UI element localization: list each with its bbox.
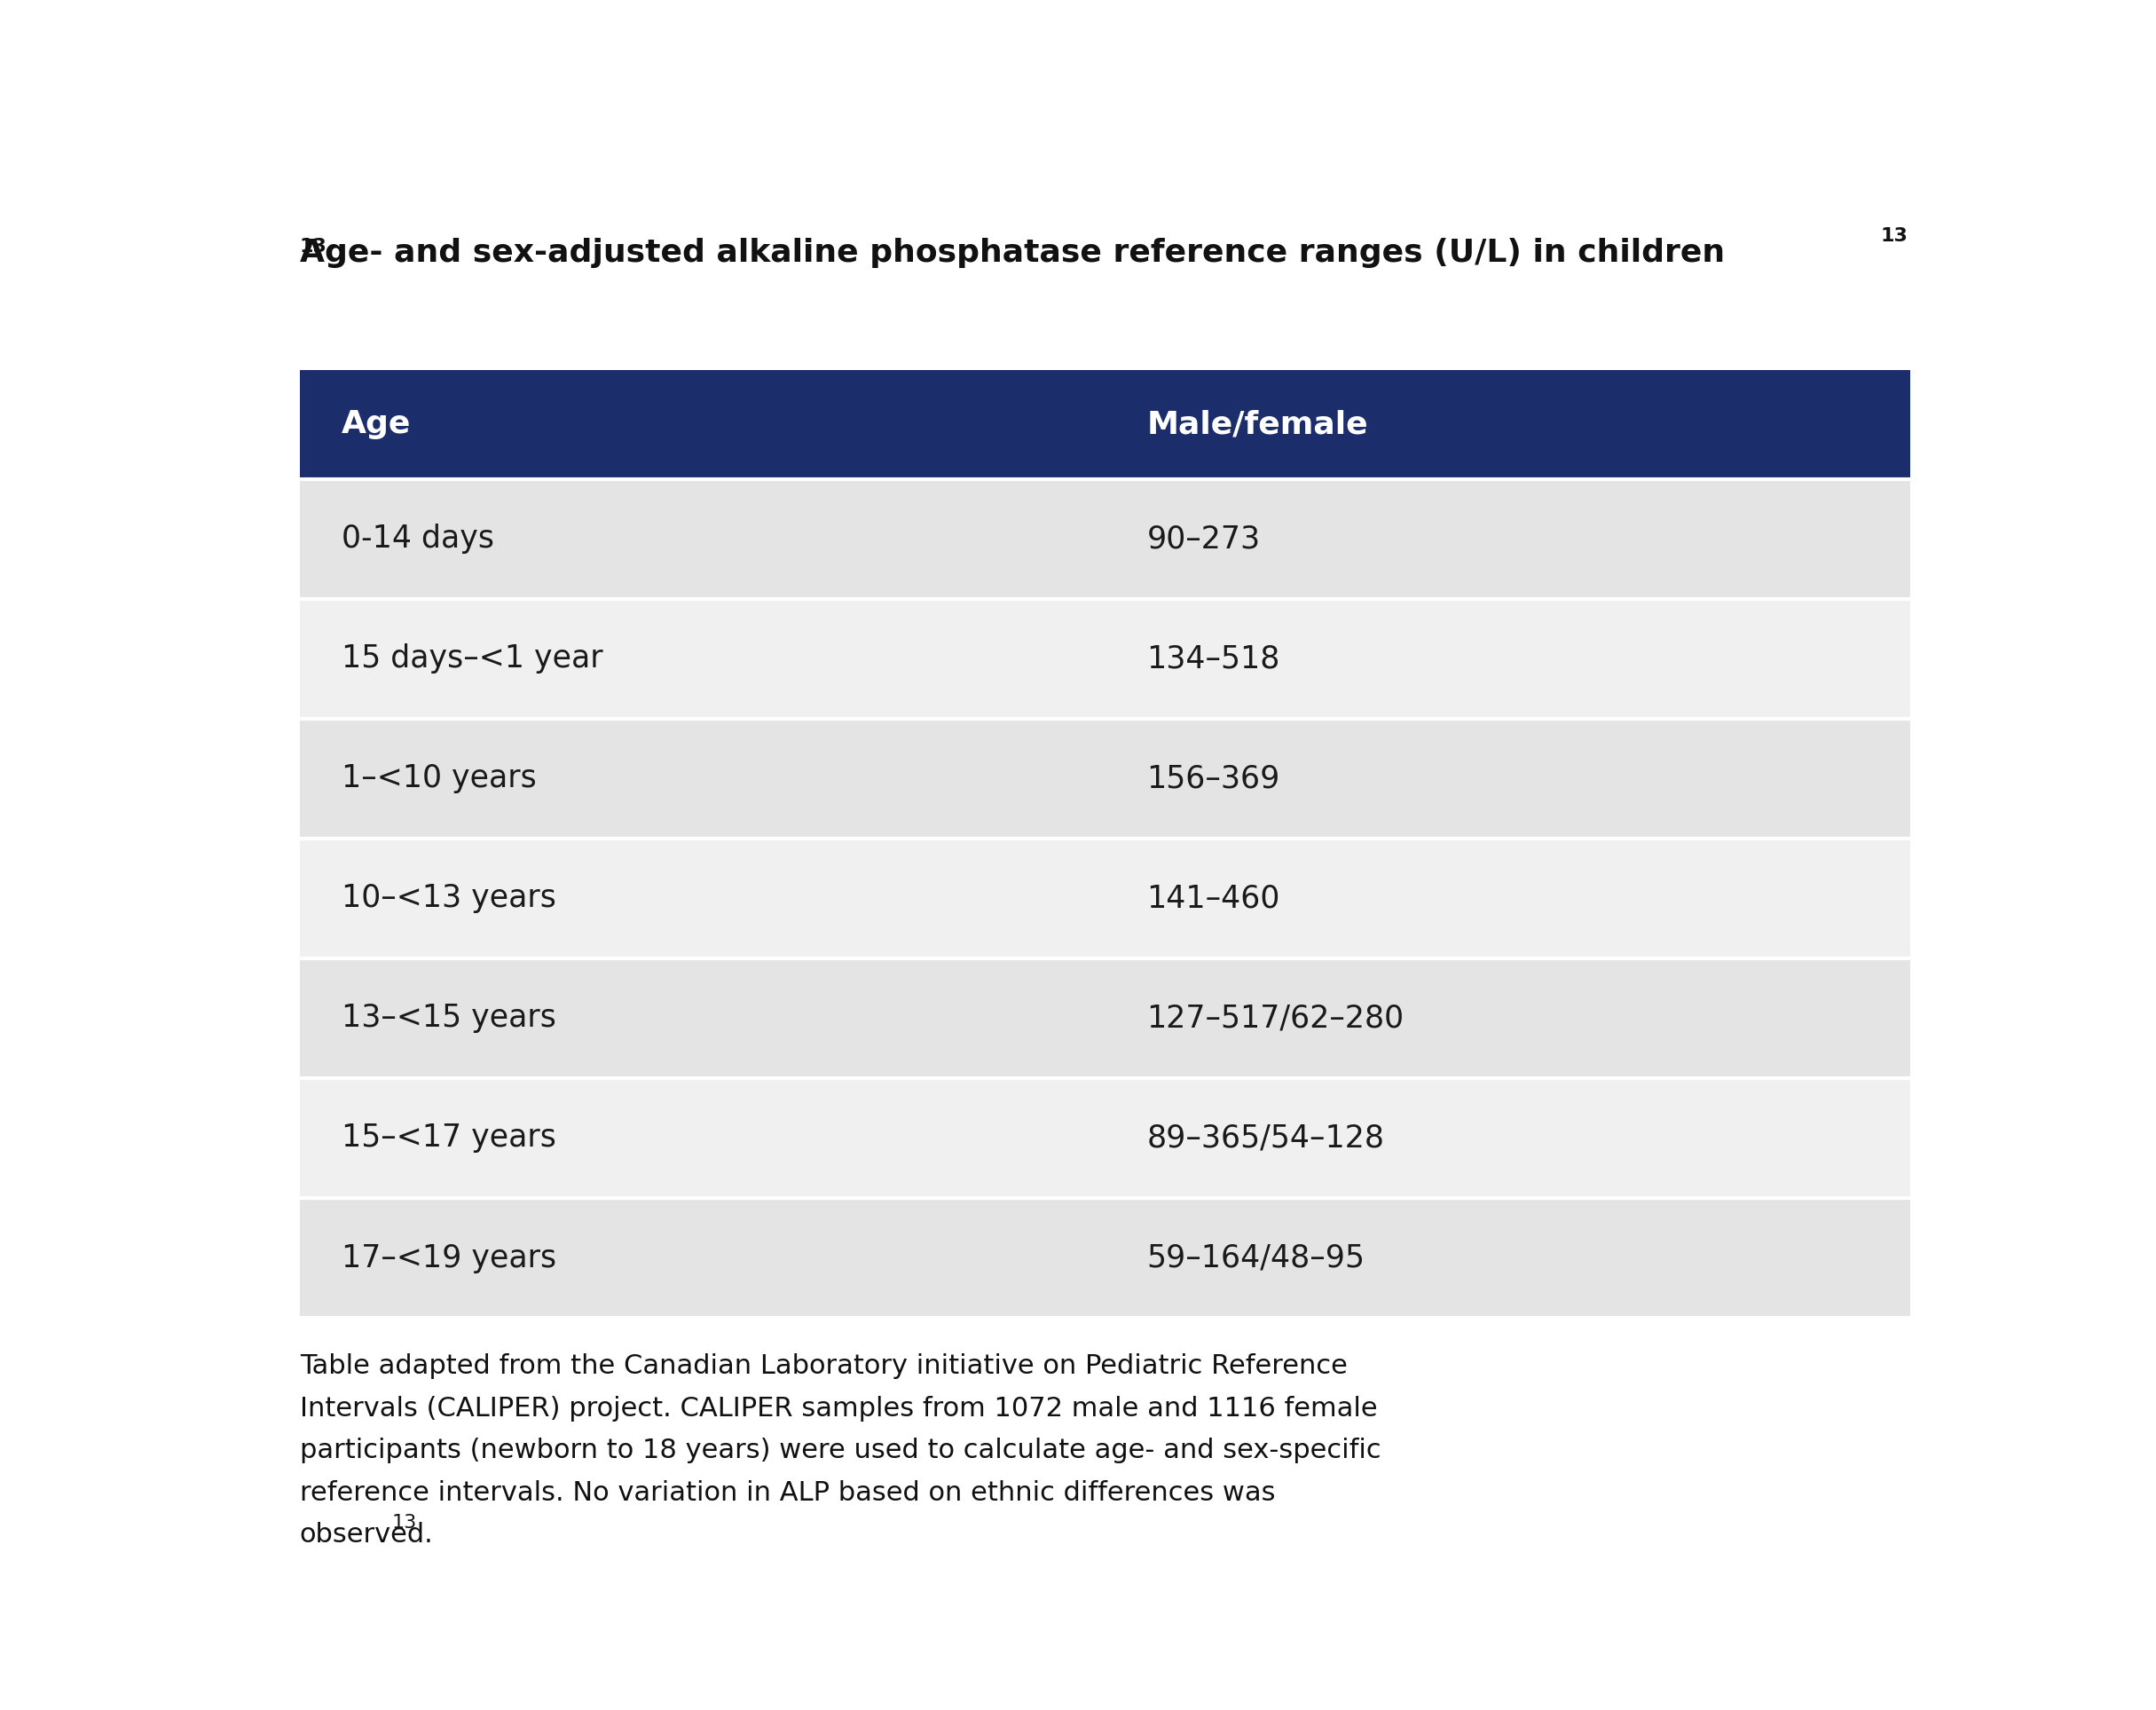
Text: 134–518: 134–518 (1147, 643, 1281, 674)
Text: 89–365/54–128: 89–365/54–128 (1147, 1123, 1384, 1153)
Text: reference intervals. No variation in ALP based on ethnic differences was: reference intervals. No variation in ALP… (300, 1479, 1274, 1505)
Text: 156–369: 156–369 (1147, 763, 1281, 793)
Text: 15 days–<1 year: 15 days–<1 year (341, 643, 604, 674)
Text: 15–<17 years: 15–<17 years (341, 1123, 556, 1153)
Text: 13–<15 years: 13–<15 years (341, 1004, 556, 1033)
Text: 127–517/62–280: 127–517/62–280 (1147, 1004, 1404, 1033)
Text: participants (newborn to 18 years) were used to calculate age- and sex-specific: participants (newborn to 18 years) were … (300, 1438, 1380, 1464)
Text: 59–164/48–95: 59–164/48–95 (1147, 1243, 1365, 1272)
Text: 17–<19 years: 17–<19 years (341, 1243, 556, 1272)
Text: 1–<10 years: 1–<10 years (341, 763, 537, 793)
Bar (300, 838, 1910, 958)
Text: Age- and sex-adjusted alkaline phosphatase reference ranges (U/L) in children: Age- and sex-adjusted alkaline phosphata… (300, 238, 1725, 268)
Bar (300, 479, 1910, 598)
Text: Male/female: Male/female (1147, 409, 1369, 439)
Text: 0-14 days: 0-14 days (341, 523, 494, 554)
Bar (300, 1077, 1910, 1199)
Text: 10–<13 years: 10–<13 years (341, 884, 556, 913)
Bar (300, 958, 1910, 1077)
Text: 13: 13 (392, 1513, 416, 1532)
Text: Age: Age (341, 409, 412, 439)
Text: 90–273: 90–273 (1147, 523, 1261, 554)
Bar (300, 598, 1910, 718)
Text: Table adapted from the Canadian Laboratory initiative on Pediatric Reference: Table adapted from the Canadian Laborato… (300, 1353, 1348, 1378)
Bar (300, 718, 1910, 838)
Text: 13: 13 (1880, 227, 1908, 245)
Bar (300, 369, 1910, 479)
Text: 13: 13 (300, 238, 328, 256)
Text: 141–460: 141–460 (1147, 884, 1281, 913)
Text: Intervals (CALIPER) project. CALIPER samples from 1072 male and 1116 female: Intervals (CALIPER) project. CALIPER sam… (300, 1395, 1378, 1421)
Bar (300, 1199, 1910, 1318)
Text: observed.: observed. (300, 1522, 433, 1548)
